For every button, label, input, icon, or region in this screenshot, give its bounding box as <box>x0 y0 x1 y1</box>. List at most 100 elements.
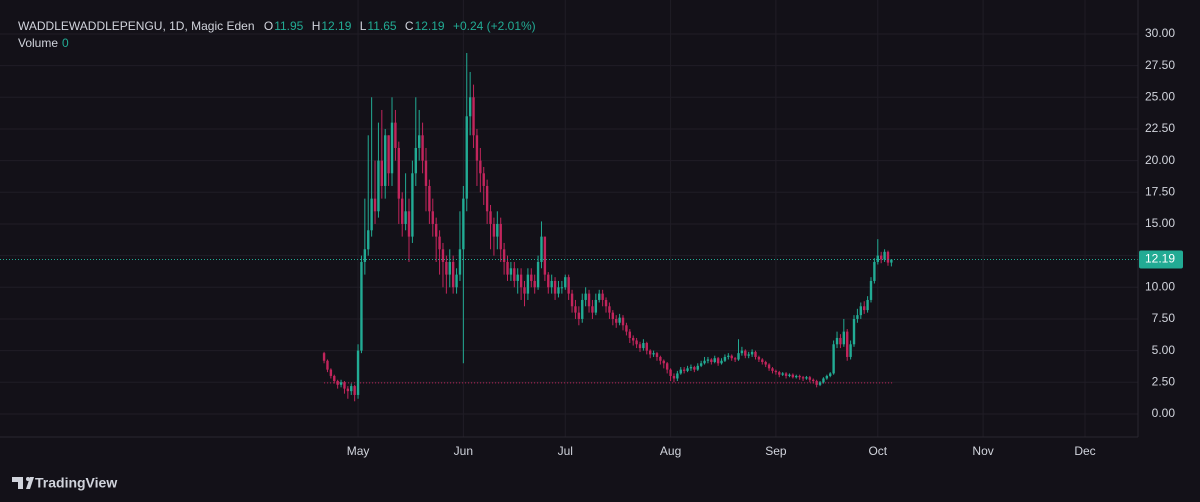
candle-body <box>642 343 645 349</box>
candle-body <box>825 375 829 379</box>
candle-body <box>465 116 468 199</box>
candle-body <box>672 375 676 379</box>
candle-body <box>587 293 591 307</box>
candle-body <box>373 198 377 212</box>
candle-body <box>679 369 682 374</box>
candle-body <box>883 251 886 260</box>
candle-body <box>628 331 632 338</box>
candle-body <box>390 122 394 174</box>
candle-body <box>689 367 693 369</box>
candle-body <box>873 261 876 281</box>
logo-dot <box>26 477 30 481</box>
axes: 0.002.505.007.5010.0012.5015.0017.5020.0… <box>0 0 1183 458</box>
y-tick-label: 7.50 <box>1152 311 1176 325</box>
candle-body <box>333 375 336 382</box>
candle-body <box>343 382 346 389</box>
candle-body <box>353 386 356 395</box>
candle-body <box>686 368 689 371</box>
candle-body <box>462 198 465 250</box>
candle-body <box>397 147 401 199</box>
y-tick-label: 5.00 <box>1152 343 1176 357</box>
candle-body <box>890 259 893 263</box>
candle-body <box>812 379 815 382</box>
candle-body <box>329 369 333 376</box>
candle-body <box>417 135 421 148</box>
marks <box>0 52 1138 402</box>
x-tick-label: Jun <box>454 444 473 458</box>
candle-body <box>706 359 710 361</box>
candle-body <box>716 358 720 364</box>
candle-body <box>577 312 581 319</box>
candle-body <box>740 350 744 354</box>
logo: TradingView <box>12 475 117 491</box>
x-tick-label: Oct <box>868 444 887 458</box>
candle-body <box>384 135 387 186</box>
candle-body <box>530 274 533 281</box>
candle-body <box>852 318 856 345</box>
candle-body <box>655 353 659 357</box>
candle-body <box>547 274 550 288</box>
volume-row: Volume 0 <box>18 35 541 52</box>
value: 11.95 <box>274 19 304 33</box>
candle-body <box>757 356 761 360</box>
candle-body <box>485 185 489 212</box>
candle-body <box>611 312 615 319</box>
candle-body <box>710 359 713 363</box>
y-tick-label: 20.00 <box>1145 153 1175 167</box>
candle-body <box>781 373 784 375</box>
ohlc-row: WADDLEWADDLEPENGU, 1D, Magic Eden O11.95… <box>18 18 541 35</box>
y-tick-label: 17.50 <box>1145 184 1175 198</box>
candle-body <box>557 287 560 294</box>
candle-body <box>621 317 625 326</box>
candle-body <box>516 274 519 281</box>
candle-body <box>509 268 513 275</box>
candle-body <box>519 274 523 288</box>
candle-body <box>574 306 577 313</box>
candle-body <box>723 356 727 361</box>
candle-body <box>536 261 540 288</box>
candle-body <box>533 280 536 288</box>
y-tick-label: 22.50 <box>1145 121 1175 135</box>
candle-body <box>798 375 801 378</box>
candle-body <box>764 362 767 365</box>
candle-body <box>669 369 672 376</box>
y-tick-label: 2.50 <box>1152 374 1176 388</box>
label: L <box>359 19 367 33</box>
candle-body <box>879 255 883 260</box>
candle-body <box>618 317 621 323</box>
candle-body <box>767 364 771 369</box>
candle-body <box>567 277 570 294</box>
candle-body <box>540 236 543 262</box>
candle-body <box>404 211 407 224</box>
candle-body <box>832 344 835 374</box>
candle-body <box>581 299 584 319</box>
candle-body <box>869 280 873 300</box>
candle-body <box>346 388 350 392</box>
candle-body <box>553 280 557 294</box>
last-price-label: 12.19 <box>1145 252 1175 266</box>
candle-body <box>550 280 553 288</box>
candle-body <box>591 306 594 313</box>
candle-body <box>499 223 502 250</box>
candle-body <box>356 350 360 395</box>
candle-body <box>468 97 472 117</box>
candle-body <box>818 382 822 385</box>
candle-body <box>451 261 455 288</box>
candle-body <box>560 287 564 289</box>
candle-body <box>846 331 849 357</box>
candle-body <box>496 223 499 237</box>
candle-body <box>747 354 750 356</box>
value: 12.19 <box>321 19 352 33</box>
candle-body <box>394 122 397 148</box>
candle-body <box>526 274 530 294</box>
candle-body <box>805 377 808 379</box>
value: 11.65 <box>367 19 397 33</box>
candle-body <box>815 381 818 385</box>
candle-body <box>339 382 343 385</box>
y-tick-label: 15.00 <box>1145 216 1175 230</box>
candle-body <box>492 223 496 237</box>
y-tick-label: 27.50 <box>1145 58 1175 72</box>
candle-body <box>458 249 462 275</box>
x-tick-label: Sep <box>765 444 787 458</box>
